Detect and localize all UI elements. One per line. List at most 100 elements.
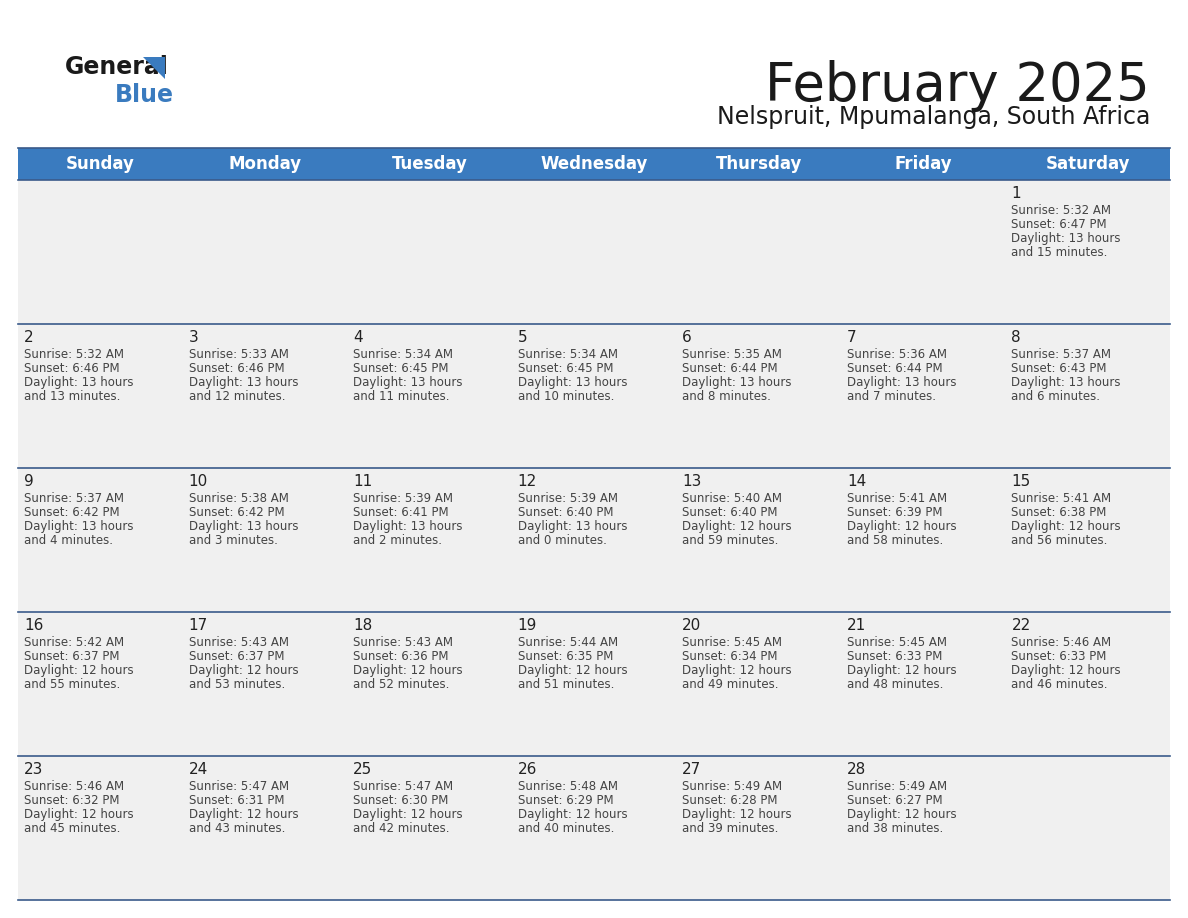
Text: Sunset: 6:40 PM: Sunset: 6:40 PM [682, 506, 778, 519]
Text: 8: 8 [1011, 330, 1020, 345]
Text: 10: 10 [189, 474, 208, 489]
Text: 13: 13 [682, 474, 702, 489]
Text: Sunset: 6:35 PM: Sunset: 6:35 PM [518, 650, 613, 663]
Text: Daylight: 12 hours: Daylight: 12 hours [1011, 664, 1121, 677]
Text: Daylight: 12 hours: Daylight: 12 hours [682, 664, 792, 677]
Text: and 2 minutes.: and 2 minutes. [353, 534, 442, 547]
Text: 14: 14 [847, 474, 866, 489]
Text: Sunrise: 5:49 AM: Sunrise: 5:49 AM [847, 780, 947, 793]
Text: and 6 minutes.: and 6 minutes. [1011, 390, 1100, 403]
Text: 19: 19 [518, 618, 537, 633]
Text: Daylight: 12 hours: Daylight: 12 hours [847, 664, 956, 677]
Text: Daylight: 12 hours: Daylight: 12 hours [353, 808, 463, 821]
Text: Sunrise: 5:40 AM: Sunrise: 5:40 AM [682, 492, 782, 505]
Text: Sunset: 6:33 PM: Sunset: 6:33 PM [1011, 650, 1107, 663]
Text: Daylight: 12 hours: Daylight: 12 hours [847, 520, 956, 533]
Text: and 12 minutes.: and 12 minutes. [189, 390, 285, 403]
Text: and 55 minutes.: and 55 minutes. [24, 678, 120, 691]
Text: Sunrise: 5:48 AM: Sunrise: 5:48 AM [518, 780, 618, 793]
Text: Friday: Friday [895, 155, 952, 173]
Text: 3: 3 [189, 330, 198, 345]
Text: Sunrise: 5:43 AM: Sunrise: 5:43 AM [353, 636, 453, 649]
Text: Sunrise: 5:47 AM: Sunrise: 5:47 AM [353, 780, 454, 793]
Text: Sunset: 6:43 PM: Sunset: 6:43 PM [1011, 362, 1107, 375]
Text: and 42 minutes.: and 42 minutes. [353, 822, 449, 835]
Text: 16: 16 [24, 618, 44, 633]
Text: Sunset: 6:33 PM: Sunset: 6:33 PM [847, 650, 942, 663]
Text: Daylight: 13 hours: Daylight: 13 hours [24, 376, 133, 389]
Text: Sunrise: 5:32 AM: Sunrise: 5:32 AM [24, 348, 124, 361]
Text: 23: 23 [24, 762, 44, 777]
Text: Sunset: 6:37 PM: Sunset: 6:37 PM [24, 650, 120, 663]
Text: General: General [65, 55, 169, 79]
Text: Saturday: Saturday [1045, 155, 1130, 173]
Text: and 53 minutes.: and 53 minutes. [189, 678, 285, 691]
Text: Monday: Monday [228, 155, 302, 173]
Text: Nelspruit, Mpumalanga, South Africa: Nelspruit, Mpumalanga, South Africa [716, 105, 1150, 129]
Text: and 15 minutes.: and 15 minutes. [1011, 246, 1107, 259]
Text: Sunrise: 5:45 AM: Sunrise: 5:45 AM [847, 636, 947, 649]
Text: Sunrise: 5:46 AM: Sunrise: 5:46 AM [1011, 636, 1112, 649]
Text: 11: 11 [353, 474, 372, 489]
Text: and 7 minutes.: and 7 minutes. [847, 390, 936, 403]
Text: and 13 minutes.: and 13 minutes. [24, 390, 120, 403]
Text: Sunrise: 5:41 AM: Sunrise: 5:41 AM [1011, 492, 1112, 505]
Text: Sunset: 6:38 PM: Sunset: 6:38 PM [1011, 506, 1107, 519]
Text: Daylight: 13 hours: Daylight: 13 hours [24, 520, 133, 533]
Text: Sunset: 6:36 PM: Sunset: 6:36 PM [353, 650, 449, 663]
Text: Sunrise: 5:37 AM: Sunrise: 5:37 AM [24, 492, 124, 505]
Bar [18, 148, 1170, 180]
Text: and 46 minutes.: and 46 minutes. [1011, 678, 1108, 691]
Text: 25: 25 [353, 762, 372, 777]
Text: and 56 minutes.: and 56 minutes. [1011, 534, 1107, 547]
Text: 18: 18 [353, 618, 372, 633]
Text: Sunrise: 5:43 AM: Sunrise: 5:43 AM [189, 636, 289, 649]
Text: Sunrise: 5:34 AM: Sunrise: 5:34 AM [518, 348, 618, 361]
Text: 26: 26 [518, 762, 537, 777]
Text: 22: 22 [1011, 618, 1031, 633]
Text: and 39 minutes.: and 39 minutes. [682, 822, 778, 835]
Bar [18, 756, 1170, 900]
Text: Daylight: 12 hours: Daylight: 12 hours [24, 664, 133, 677]
Text: Sunrise: 5:39 AM: Sunrise: 5:39 AM [518, 492, 618, 505]
Text: Sunrise: 5:38 AM: Sunrise: 5:38 AM [189, 492, 289, 505]
Text: 24: 24 [189, 762, 208, 777]
Text: Sunrise: 5:34 AM: Sunrise: 5:34 AM [353, 348, 453, 361]
Text: Sunset: 6:29 PM: Sunset: 6:29 PM [518, 794, 613, 807]
Text: Sunset: 6:39 PM: Sunset: 6:39 PM [847, 506, 942, 519]
Text: 2: 2 [24, 330, 33, 345]
Text: and 45 minutes.: and 45 minutes. [24, 822, 120, 835]
Text: Sunset: 6:45 PM: Sunset: 6:45 PM [353, 362, 449, 375]
Text: and 3 minutes.: and 3 minutes. [189, 534, 278, 547]
Text: and 49 minutes.: and 49 minutes. [682, 678, 779, 691]
Text: Sunset: 6:28 PM: Sunset: 6:28 PM [682, 794, 778, 807]
Text: Sunset: 6:40 PM: Sunset: 6:40 PM [518, 506, 613, 519]
Text: Daylight: 12 hours: Daylight: 12 hours [1011, 520, 1121, 533]
Text: and 40 minutes.: and 40 minutes. [518, 822, 614, 835]
Text: Sunset: 6:42 PM: Sunset: 6:42 PM [189, 506, 284, 519]
Text: Daylight: 12 hours: Daylight: 12 hours [682, 808, 792, 821]
Text: February 2025: February 2025 [765, 60, 1150, 112]
Text: Daylight: 12 hours: Daylight: 12 hours [189, 664, 298, 677]
Text: Sunset: 6:46 PM: Sunset: 6:46 PM [24, 362, 120, 375]
Text: Daylight: 13 hours: Daylight: 13 hours [189, 520, 298, 533]
Text: Sunset: 6:42 PM: Sunset: 6:42 PM [24, 506, 120, 519]
Text: 27: 27 [682, 762, 702, 777]
Text: 1: 1 [1011, 186, 1020, 201]
Text: Sunday: Sunday [65, 155, 134, 173]
Text: and 8 minutes.: and 8 minutes. [682, 390, 771, 403]
Text: 5: 5 [518, 330, 527, 345]
Text: and 11 minutes.: and 11 minutes. [353, 390, 449, 403]
Text: Sunrise: 5:45 AM: Sunrise: 5:45 AM [682, 636, 782, 649]
Text: 4: 4 [353, 330, 362, 345]
Text: Sunrise: 5:32 AM: Sunrise: 5:32 AM [1011, 204, 1112, 217]
Text: Sunrise: 5:42 AM: Sunrise: 5:42 AM [24, 636, 124, 649]
Text: 9: 9 [24, 474, 33, 489]
Text: Daylight: 13 hours: Daylight: 13 hours [682, 376, 791, 389]
Text: Sunset: 6:30 PM: Sunset: 6:30 PM [353, 794, 449, 807]
Text: Sunrise: 5:46 AM: Sunrise: 5:46 AM [24, 780, 124, 793]
Text: and 10 minutes.: and 10 minutes. [518, 390, 614, 403]
Text: Sunset: 6:47 PM: Sunset: 6:47 PM [1011, 218, 1107, 231]
Text: Daylight: 13 hours: Daylight: 13 hours [189, 376, 298, 389]
Text: Sunset: 6:27 PM: Sunset: 6:27 PM [847, 794, 942, 807]
